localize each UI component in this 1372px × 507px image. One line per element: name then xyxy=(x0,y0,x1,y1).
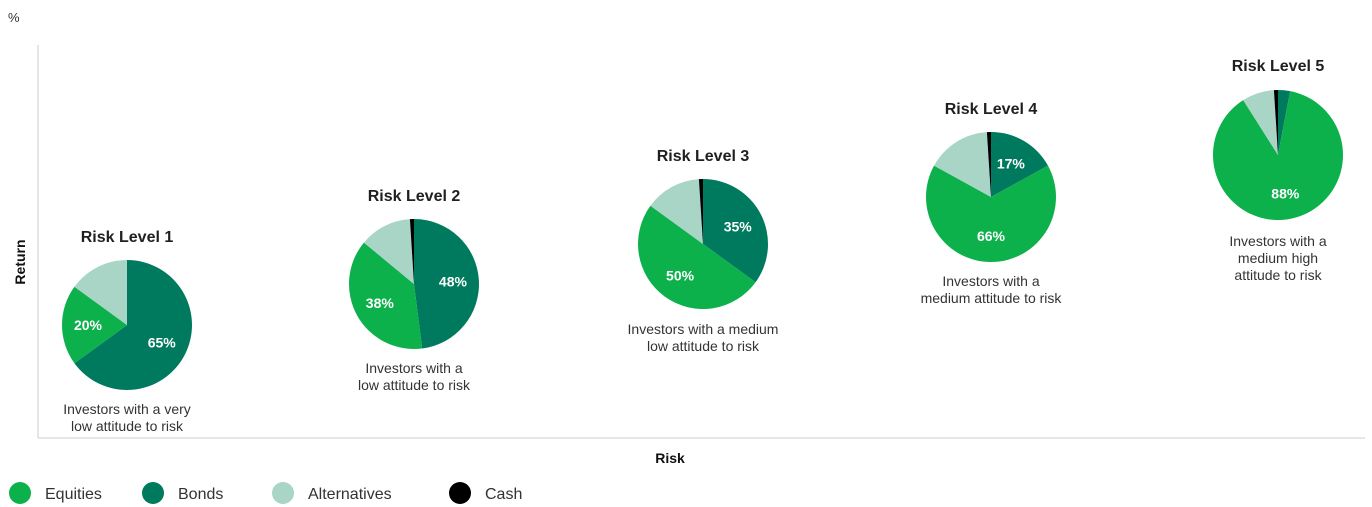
slice-label-equities: 66% xyxy=(977,228,1006,244)
legend-item-bonds: Bonds xyxy=(142,482,223,504)
portfolio-description: low attitude to risk xyxy=(71,418,184,434)
legend-swatch-equities xyxy=(9,482,31,504)
portfolio-description: Investors with a xyxy=(365,360,462,376)
portfolio-description: Investors with a xyxy=(1229,233,1326,249)
portfolio-1: 65% 20% Risk Level 1 Investors with a veryl… xyxy=(62,229,192,434)
portfolio-description: low attitude to risk xyxy=(647,338,760,354)
slice-label-bonds: 48% xyxy=(439,274,468,290)
legend-label-alternatives: Alternatives xyxy=(308,486,392,503)
pie-slice-alternatives xyxy=(363,219,414,284)
portfolio-3: 35% 50% Risk Level 3 Investors with a mediu… xyxy=(628,148,779,354)
portfolio-title: Risk Level 5 xyxy=(1232,58,1325,75)
portfolio-4: 17% 66% Risk Level 4 Investors with amedium… xyxy=(921,101,1063,306)
legend-swatch-bonds xyxy=(142,482,164,504)
pie-slice-bonds xyxy=(414,219,479,349)
pie-slice-bonds xyxy=(703,179,769,283)
pie-slice-equities xyxy=(62,286,128,364)
pie-slice-cash xyxy=(698,179,703,244)
pie-slice-cash xyxy=(1273,90,1278,155)
pie-slice-equities xyxy=(1213,91,1343,220)
pie-slice-equities xyxy=(926,165,1056,262)
portfolio-title: Risk Level 3 xyxy=(657,148,750,165)
pie-slice-cash xyxy=(409,219,414,284)
legend-label-cash: Cash xyxy=(485,486,522,503)
pie-slice-bonds xyxy=(1278,90,1291,155)
x-axis-title: Risk xyxy=(655,450,685,466)
legend-swatch-cash xyxy=(449,482,471,504)
portfolio-title: Risk Level 4 xyxy=(945,101,1038,118)
portfolio-description: Investors with a very xyxy=(63,401,191,417)
pie-slice-equities xyxy=(348,242,423,349)
portfolio-description: Investors with a medium xyxy=(628,321,779,337)
legend-label-equities: Equities xyxy=(45,486,102,503)
unit-label: % xyxy=(8,10,20,25)
legend: Equities Bonds Alternatives Cash xyxy=(9,482,522,504)
portfolio-description: attitude to risk xyxy=(1234,267,1322,283)
portfolio-description: medium high xyxy=(1238,250,1318,266)
pie-slice-alternatives xyxy=(74,260,127,325)
portfolio-description: medium attitude to risk xyxy=(921,290,1063,306)
slice-label-bonds: 65% xyxy=(148,335,177,351)
slice-label-bonds: 35% xyxy=(724,218,753,234)
legend-label-bonds: Bonds xyxy=(178,486,223,503)
pie-slice-alternatives xyxy=(934,132,991,197)
portfolio-title: Risk Level 2 xyxy=(368,188,461,205)
pie-slice-equities xyxy=(638,205,756,310)
pie-slice-cash xyxy=(986,132,991,197)
y-axis-title: Return xyxy=(12,239,28,284)
portfolio-title: Risk Level 1 xyxy=(81,229,174,246)
slice-label-equities: 88% xyxy=(1271,185,1300,201)
slice-label-bonds: 17% xyxy=(997,155,1026,171)
pie-slice-bonds xyxy=(74,260,192,391)
pie-slice-alternatives xyxy=(650,179,703,244)
legend-item-cash: Cash xyxy=(449,482,522,504)
slice-label-equities: 50% xyxy=(666,268,695,284)
pie-slice-alternatives xyxy=(1243,90,1278,155)
slice-label-equities: 38% xyxy=(366,295,395,311)
legend-item-equities: Equities xyxy=(9,482,102,504)
portfolio-description: low attitude to risk xyxy=(358,377,471,393)
legend-swatch-alternatives xyxy=(272,482,294,504)
portfolio-description: Investors with a xyxy=(942,273,1039,289)
legend-item-alternatives: Alternatives xyxy=(272,482,392,504)
slice-label-equities: 20% xyxy=(74,317,103,333)
pie-slice-bonds xyxy=(991,132,1048,197)
